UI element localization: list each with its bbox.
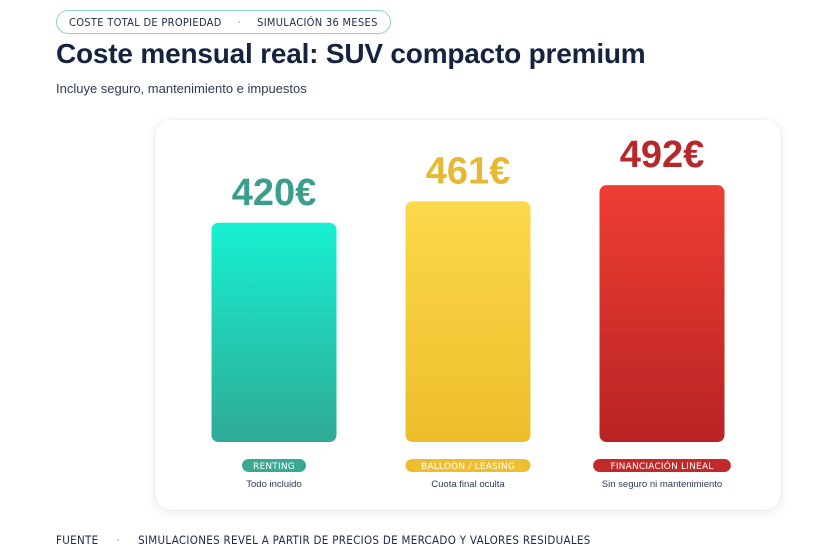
bar-2 [599,185,725,442]
source-separator: · [116,533,121,547]
category-pill-1 [405,459,531,472]
bar-0 [211,222,337,442]
header-tag-separator: · [237,15,242,29]
page-subtitle: Incluye seguro, mantenimiento e impuesto… [56,81,307,96]
category-pill-2 [593,459,731,472]
bar-value-label-1: 461€ [426,150,511,192]
page-title: Coste mensual real: SUV compacto premium [56,38,646,69]
category-label-0: RENTING [253,462,295,472]
category-label-2: FINANCIACIÓN LINEAL [610,460,713,472]
header-tag-left: COSTE TOTAL DE PROPIEDAD [69,15,222,29]
chart-card: 420€ RENTING Todo incluido 461€ BALLOON / LE… [155,120,781,510]
bar-1 [405,201,531,442]
source-text: SIMULACIONES REVEL A PARTIR DE PRECIOS D… [138,533,591,547]
category-note-1: Cuota final oculta [431,479,505,490]
category-pill-0 [242,459,306,472]
header-tag-right: SIMULACIÓN 36 MESES [257,15,378,29]
bar-chart: 420€ RENTING Todo incluido 461€ BALLOON / LE… [211,134,731,490]
header-tag: COSTE TOTAL DE PROPIEDAD · SIMULACIÓN 36… [56,10,391,34]
bar-value-label-2: 492€ [620,134,705,176]
bar-value-label-0: 420€ [232,172,317,214]
source-footer: FUENTE · SIMULACIONES REVEL A PARTIR DE … [56,533,591,547]
category-label-1: BALLOON / LEASING [421,462,515,472]
category-note-2: Sin seguro ni mantenimiento [602,479,722,490]
category-note-0: Todo incluido [246,479,301,490]
source-label: FUENTE [56,533,99,547]
